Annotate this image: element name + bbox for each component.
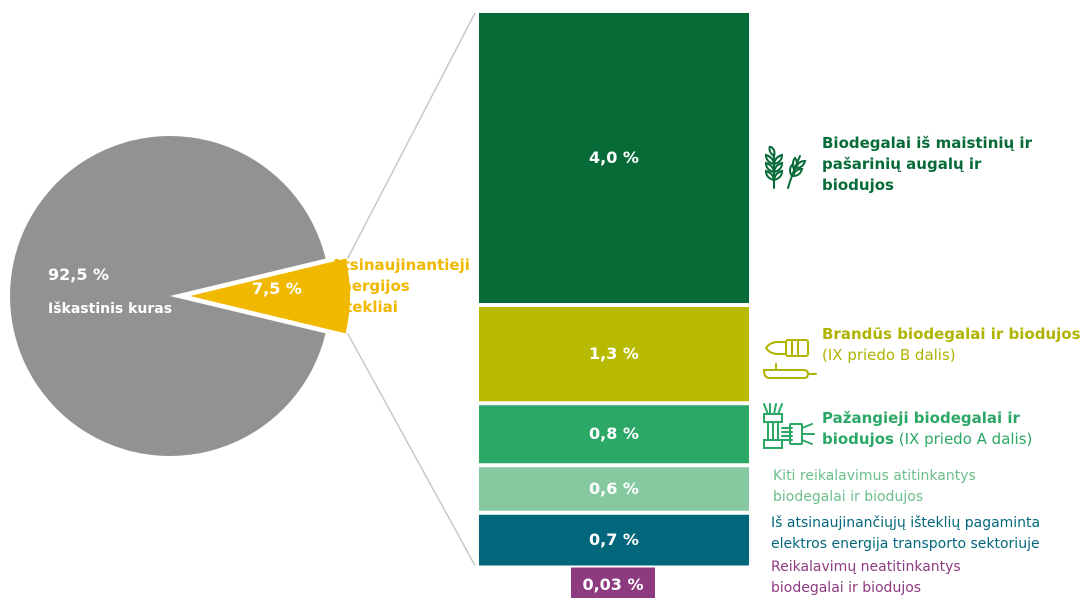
connector-line-0 [346,12,476,259]
connector-lines [346,12,476,566]
bar-segment-3 [479,467,749,511]
legend-mature-biofuels-title: Brandūs biodegalai ir biodujos [822,325,1081,343]
pie-label-renewable: Atsinaujinantieji energijos ištekliai [331,256,470,316]
legend-advanced-biofuels-title: Pažangieji biodegalai ir biodujos [822,409,1020,448]
pie-slice-0 [9,135,326,456]
stacked-bar [479,13,749,598]
pie-label-fossil: Iškastinis kuras [48,301,173,317]
legend-mature-biofuels-note: (IX priedo B dalis) [822,346,956,364]
legend-other-compliant: Kiti reikalavimus atitinkantys biodegala… [773,468,976,505]
bar-value-label-2: 0,8 % [589,424,639,444]
biomass-icon [763,403,815,449]
pie-chart [9,135,350,456]
connector-line-1 [346,332,476,566]
bar-value-label-4: 0,7 % [589,530,639,550]
bar-value-label-1: 1,3 % [589,344,639,364]
pie-value-label-renewable: 7,5 % [252,279,302,298]
oil-pump-icon [762,339,817,379]
wheat-icon [764,146,807,189]
pie-slice-1 [190,258,350,334]
bar-segment-1 [479,307,749,402]
pie-value-label-fossil: 92,5 % [48,265,110,284]
legend-renewable-electricity: Iš atsinaujinančiųjų išteklių pagaminta … [771,515,1041,552]
bar-value-label-5: 0,03 % [582,574,644,594]
legend-mature-biofuels: Brandūs biodegalai ir biodujos (IX pried… [822,324,1084,366]
bar-segment-2 [479,405,749,464]
legend-food-crops: Biodegalai iš maistinių ir pašarinių aug… [822,134,1032,194]
bar-segment-4 [479,514,749,566]
bar-value-label-3: 0,6 % [589,479,639,498]
legend-noncompliant: Reikalavimų neatitinkantys biodegalai ir… [771,559,961,596]
legend-advanced-biofuels: Pažangieji biodegalai ir biodujos (IX pr… [822,408,1062,450]
bar-value-label-0: 4,0 % [589,148,639,167]
bar-segment-5 [571,567,655,598]
legend-advanced-biofuels-note: (IX priedo A dalis) [898,430,1033,448]
bar-segment-0 [479,13,749,303]
